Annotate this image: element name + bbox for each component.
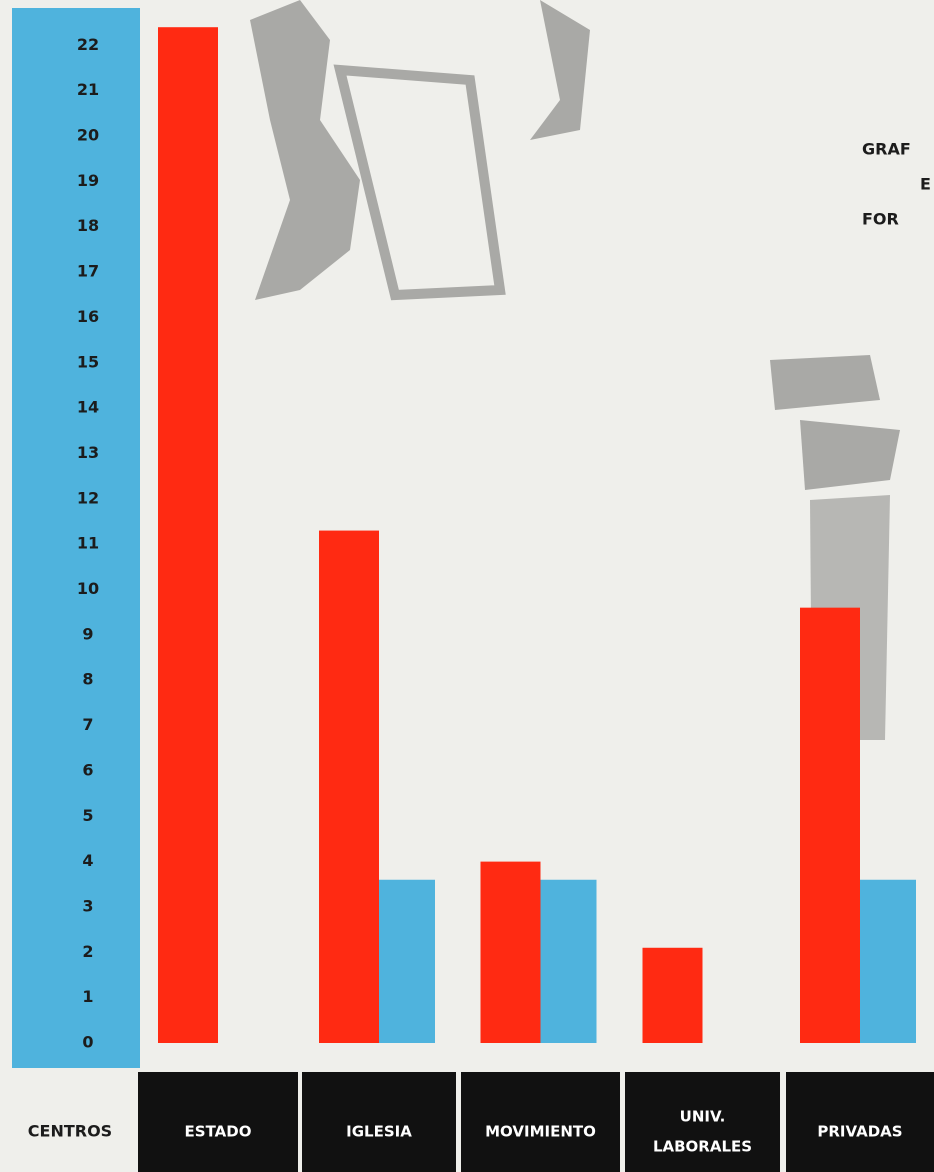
title-line: E	[920, 175, 931, 194]
y-tick-label: 7	[82, 715, 93, 734]
y-tick-label: 17	[77, 262, 99, 281]
y-tick-label: 10	[77, 579, 99, 598]
bar	[379, 879, 435, 1043]
x-tick-label: IGLESIA	[346, 1123, 412, 1141]
y-tick-label: 21	[77, 80, 99, 99]
category-box	[625, 1072, 780, 1172]
bar	[158, 27, 218, 1044]
bar	[540, 879, 597, 1043]
x-tick-label: PRIVADAS	[817, 1123, 902, 1141]
title-line: GRAF	[862, 140, 911, 159]
category-box	[461, 1072, 620, 1172]
y-tick-label: 18	[77, 216, 99, 235]
y-tick-label: 4	[82, 851, 93, 870]
x-tick-label: ESTADO	[185, 1123, 252, 1141]
y-tick-label: 5	[82, 806, 93, 825]
bar	[860, 879, 916, 1043]
category-box	[138, 1072, 298, 1172]
y-tick-label: 20	[77, 126, 99, 145]
y-tick-label: 6	[82, 760, 93, 779]
x-tick-label: UNIV.	[680, 1108, 726, 1126]
y-tick-label: 3	[82, 896, 93, 915]
x-tick-label: MOVIMIENTO	[485, 1123, 596, 1141]
y-tick-label: 22	[77, 35, 99, 54]
bar	[480, 861, 541, 1043]
category-box	[786, 1072, 934, 1172]
y-tick-label: 0	[82, 1033, 93, 1052]
axis-band	[12, 8, 140, 1068]
y-tick-label: 12	[77, 488, 99, 507]
y-tick-label: 16	[77, 307, 99, 326]
y-tick-label: 1	[82, 987, 93, 1006]
y-tick-label: 8	[82, 670, 93, 689]
y-tick-label: 11	[77, 534, 99, 553]
category-box	[302, 1072, 456, 1172]
y-tick-label: 19	[77, 171, 99, 190]
x-tick-label: LABORALES	[653, 1138, 752, 1156]
y-tick-label: 15	[77, 352, 99, 371]
y-tick-label: 2	[82, 942, 93, 961]
bar	[319, 530, 379, 1043]
title-line: FOR	[862, 210, 899, 229]
bar	[642, 947, 703, 1043]
y-tick-label: 9	[82, 624, 93, 643]
y-tick-label: 13	[77, 443, 99, 462]
axis-label: CENTROS	[28, 1122, 112, 1141]
bar	[800, 607, 860, 1043]
y-tick-label: 14	[77, 398, 99, 417]
